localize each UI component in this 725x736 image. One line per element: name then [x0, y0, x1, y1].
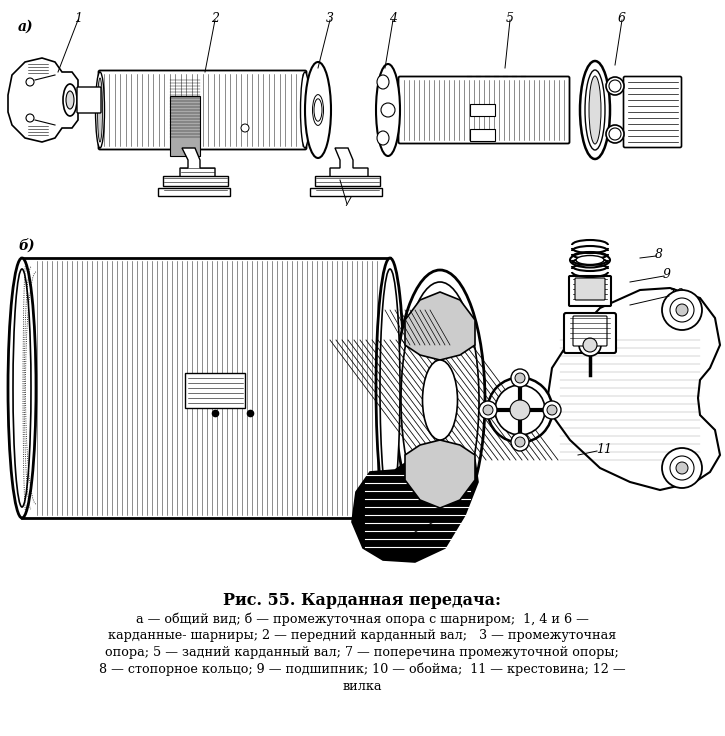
Circle shape — [511, 433, 529, 451]
Ellipse shape — [13, 269, 31, 507]
Circle shape — [510, 400, 530, 420]
Text: 10: 10 — [668, 288, 684, 301]
Bar — [310, 188, 382, 196]
Ellipse shape — [487, 378, 552, 442]
Circle shape — [479, 401, 497, 419]
Ellipse shape — [606, 77, 624, 95]
Circle shape — [26, 78, 34, 86]
Ellipse shape — [8, 258, 36, 518]
Text: а — общий вид; б — промежуточная опора с шарниром;  1, 4 и 6 —: а — общий вид; б — промежуточная опора с… — [136, 612, 589, 626]
Text: 7: 7 — [343, 196, 351, 209]
Ellipse shape — [580, 61, 610, 159]
Text: б): б) — [18, 238, 35, 252]
Ellipse shape — [305, 62, 331, 158]
Ellipse shape — [423, 360, 457, 440]
Polygon shape — [405, 440, 475, 508]
Ellipse shape — [495, 385, 545, 435]
Circle shape — [511, 369, 529, 387]
Text: 12: 12 — [440, 510, 456, 523]
FancyBboxPatch shape — [575, 278, 605, 300]
Bar — [315, 176, 380, 186]
Ellipse shape — [579, 334, 601, 356]
Polygon shape — [352, 448, 478, 562]
Ellipse shape — [96, 72, 104, 148]
Ellipse shape — [97, 78, 102, 142]
Text: 4: 4 — [389, 12, 397, 25]
Circle shape — [381, 103, 395, 117]
Circle shape — [670, 298, 694, 322]
Circle shape — [670, 456, 694, 480]
Bar — [158, 188, 230, 196]
Polygon shape — [8, 58, 78, 142]
Ellipse shape — [376, 64, 400, 156]
Polygon shape — [330, 148, 368, 178]
FancyBboxPatch shape — [569, 276, 611, 306]
Ellipse shape — [377, 131, 389, 145]
Text: 2: 2 — [211, 12, 219, 25]
Ellipse shape — [314, 99, 322, 121]
Text: карданные- шарниры; 2 — передний карданный вал;   3 — промежуточная: карданные- шарниры; 2 — передний карданн… — [108, 629, 616, 642]
Text: 11: 11 — [596, 443, 612, 456]
FancyBboxPatch shape — [573, 316, 607, 346]
Circle shape — [543, 401, 561, 419]
Ellipse shape — [312, 95, 323, 125]
Ellipse shape — [377, 75, 389, 89]
Ellipse shape — [300, 72, 310, 148]
Text: 8: 8 — [655, 248, 663, 261]
Circle shape — [241, 124, 249, 132]
Text: 8 — стопорное кольцо; 9 — подшипник; 10 — обойма;  11 — крестовина; 12 —: 8 — стопорное кольцо; 9 — подшипник; 10 … — [99, 663, 625, 676]
Polygon shape — [548, 288, 720, 490]
Text: опора; 5 — задний карданный вал; 7 — поперечина промежуточной опоры;: опора; 5 — задний карданный вал; 7 — поп… — [105, 646, 619, 659]
Text: 1: 1 — [74, 12, 82, 25]
Text: 3: 3 — [326, 12, 334, 25]
Circle shape — [483, 405, 493, 415]
Ellipse shape — [63, 84, 77, 116]
Circle shape — [676, 462, 688, 474]
Ellipse shape — [585, 70, 605, 150]
Ellipse shape — [376, 258, 404, 518]
Text: 9: 9 — [663, 268, 671, 281]
Ellipse shape — [583, 338, 597, 352]
Circle shape — [515, 373, 525, 383]
Ellipse shape — [380, 269, 400, 507]
Ellipse shape — [395, 270, 485, 530]
Text: 6: 6 — [618, 12, 626, 25]
Circle shape — [515, 437, 525, 447]
Bar — [470, 129, 495, 141]
FancyBboxPatch shape — [77, 87, 101, 113]
Ellipse shape — [66, 91, 74, 109]
Ellipse shape — [606, 125, 624, 143]
Circle shape — [609, 128, 621, 140]
FancyBboxPatch shape — [399, 77, 570, 144]
Bar — [170, 96, 200, 156]
Bar — [185, 373, 245, 408]
Bar — [163, 176, 228, 186]
Text: Рис. 55. Карданная передача:: Рис. 55. Карданная передача: — [223, 592, 501, 609]
FancyBboxPatch shape — [624, 77, 682, 147]
Circle shape — [676, 304, 688, 316]
FancyBboxPatch shape — [99, 71, 307, 149]
Text: вилка: вилка — [342, 680, 382, 693]
Bar — [470, 104, 495, 116]
Ellipse shape — [589, 76, 601, 144]
Circle shape — [26, 114, 34, 122]
Circle shape — [547, 405, 557, 415]
Ellipse shape — [570, 252, 610, 267]
Polygon shape — [405, 292, 475, 360]
Polygon shape — [180, 148, 215, 178]
Circle shape — [662, 290, 702, 330]
Text: 5: 5 — [506, 12, 514, 25]
FancyBboxPatch shape — [564, 313, 616, 353]
Text: а): а) — [18, 20, 33, 34]
Ellipse shape — [401, 282, 479, 518]
Circle shape — [609, 80, 621, 92]
Circle shape — [662, 448, 702, 488]
Ellipse shape — [576, 255, 604, 264]
